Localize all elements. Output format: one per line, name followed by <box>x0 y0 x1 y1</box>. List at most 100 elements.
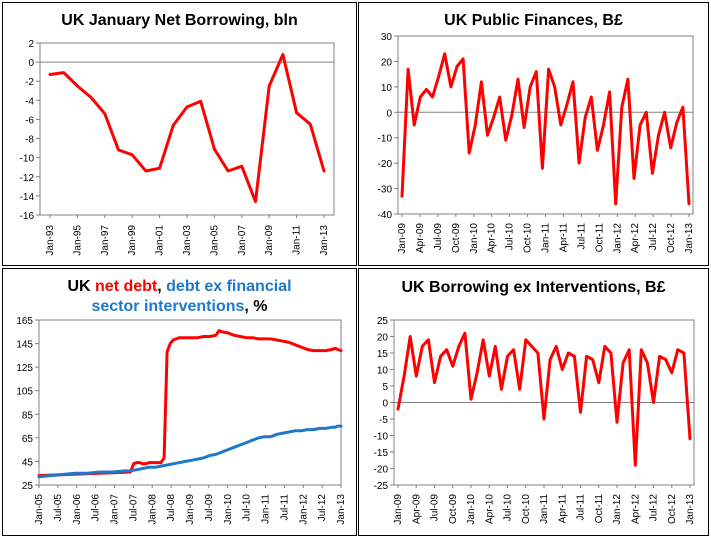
y-tick-label: -14 <box>20 192 35 203</box>
y-tick-label: -12 <box>20 173 35 184</box>
x-tick-label: Oct-09 <box>448 494 459 524</box>
x-tick-label: Oct-10 <box>521 494 532 524</box>
x-tick-label: Jul-11 <box>576 223 587 250</box>
x-tick-label: Jul-10 <box>505 223 516 251</box>
x-tick-label: Apr-12 <box>630 494 641 524</box>
x-tick-label: Jan-11 <box>541 223 552 253</box>
x-tick-label: Jan-97 <box>100 225 111 256</box>
x-tick-label: Jul-06 <box>91 494 102 522</box>
y-tick-label: 10 <box>381 83 393 94</box>
title-suffix: , % <box>244 298 268 315</box>
x-tick-label: Jul-12 <box>317 494 328 522</box>
x-tick-label: Apr-10 <box>484 494 495 524</box>
chart-title: UK Public Finances, B£ <box>444 12 623 29</box>
chart-panel-net-debt: UK net debt, debt ex financial sector int… <box>2 268 357 536</box>
x-tick-label: Jul-09 <box>433 223 444 251</box>
y-tick-label: -4 <box>25 96 34 107</box>
x-tick-label: Jul-11 <box>279 494 290 521</box>
y-tick-label: -40 <box>378 210 393 221</box>
plot-area <box>39 42 335 216</box>
title-separator: , <box>157 278 167 295</box>
y-tick-label: 2 <box>28 39 34 50</box>
x-tick-label: Jul-11 <box>576 494 587 521</box>
title-debt-ex-line2: sector interventions <box>91 298 245 315</box>
x-tick-label: Jan-07 <box>110 494 121 525</box>
x-tick-label: Jan-06 <box>72 494 83 525</box>
x-tick-label: Jan-12 <box>298 494 309 525</box>
x-tick-label: Jan-12 <box>612 223 623 254</box>
x-tick-label: Apr-11 <box>557 494 568 524</box>
x-tick-label: Jan-11 <box>261 494 272 524</box>
chart-title: UK Borrowing ex Interventions, B£ <box>401 279 666 296</box>
x-tick-label: Oct-11 <box>594 223 605 253</box>
x-tick-label: Jan-09 <box>264 225 275 256</box>
y-tick-label: 0 <box>382 399 388 410</box>
y-tick-label: -25 <box>374 481 389 492</box>
x-tick-label: Oct-12 <box>666 223 677 253</box>
chart-title: UK January Net Borrowing, bln <box>61 12 298 29</box>
x-tick-label: Jan-08 <box>147 494 158 525</box>
y-tick-label: 165 <box>16 316 33 327</box>
y-tick-label: 65 <box>22 434 34 445</box>
x-tick-label: Jan-10 <box>223 494 234 525</box>
y-tick-label: 0 <box>28 58 34 69</box>
y-tick-label: 125 <box>16 363 33 374</box>
series-line-borrowing-ex-interventions <box>396 331 692 467</box>
y-tick-label: 30 <box>381 32 393 43</box>
y-tick-label: -10 <box>374 432 389 443</box>
x-tick-label: Apr-09 <box>415 223 426 253</box>
x-tick-label: Jul-09 <box>430 494 441 522</box>
y-tick-label: -20 <box>378 159 393 170</box>
y-tick-label: 85 <box>22 410 34 421</box>
y-tick-label: -8 <box>25 135 34 146</box>
y-tick-label: -20 <box>374 465 389 476</box>
x-tick-label: Jan-99 <box>127 225 138 256</box>
series-line-public-sector-net-borrowing <box>400 52 691 206</box>
y-tick-label: -2 <box>25 77 34 88</box>
series-line-net-borrowing <box>48 53 326 204</box>
chart-title: UK net debt, debt ex financial sector int… <box>3 277 356 317</box>
y-tick-label: -10 <box>20 154 35 165</box>
y-tick-label: 25 <box>377 316 389 327</box>
x-tick-label: Jan-11 <box>539 494 550 524</box>
x-tick-label: Jan-09 <box>185 494 196 525</box>
y-tick-label: 15 <box>377 349 389 360</box>
title-debt-ex-line1: debt ex financial <box>166 278 292 295</box>
y-tick-label: 5 <box>382 382 388 393</box>
y-tick-label: -30 <box>378 185 393 196</box>
x-tick-label: Apr-09 <box>411 494 422 524</box>
x-tick-label: Jan-13 <box>336 494 347 525</box>
x-tick-label: Jan-13 <box>684 223 695 254</box>
x-tick-label: Jan-12 <box>612 494 623 525</box>
x-tick-label: Jul-12 <box>648 223 659 251</box>
x-tick-label: Apr-11 <box>558 223 569 253</box>
y-tick-label: -5 <box>379 415 388 426</box>
x-tick-label: Jan-01 <box>155 225 166 256</box>
x-tick-label: Jan-10 <box>466 494 477 525</box>
chart-panel-borrowing-ex: UK Borrowing ex Interventions, B£ 25 20 15… <box>358 268 709 536</box>
x-tick-label: Jul-05 <box>53 494 64 522</box>
y-tick-label: -16 <box>20 211 35 222</box>
x-tick-label: Jan-03 <box>182 225 193 256</box>
y-tick-label: -6 <box>25 115 34 126</box>
x-tick-label: Jan-11 <box>292 225 303 255</box>
y-tick-label: 145 <box>16 340 33 351</box>
x-tick-label: Oct-09 <box>451 223 462 253</box>
x-tick-label: Apr-10 <box>487 223 498 253</box>
chart-plot-borrowing-ex: 25 20 15 10 5 0 -5 -10 -15 -20 -25 Jan-09 Apr-09 Jul-… <box>374 316 696 525</box>
series-line-net-debt <box>37 329 343 478</box>
y-tick-label: 20 <box>381 57 393 68</box>
x-tick-label: Jan-05 <box>209 225 220 256</box>
chart-panel-jan-borrowing: UK January Net Borrowing, bln 2 0 -2 -4 -6 -8… <box>2 2 357 266</box>
chart-plot-public-finances: 30 20 10 0 -10 -20 -30 -40 Jan-09 Apr-09 Jul-09 Oct… <box>378 32 695 254</box>
x-tick-label: Jan-13 <box>685 494 696 525</box>
y-tick-label: 20 <box>377 333 389 344</box>
y-tick-label: 25 <box>22 481 34 492</box>
x-tick-label: Apr-12 <box>630 223 641 253</box>
x-tick-label: Jul-08 <box>166 494 177 522</box>
x-tick-label: Oct-10 <box>523 223 534 253</box>
x-tick-label: Jan-10 <box>469 223 480 254</box>
x-tick-label: Jul-07 <box>128 494 139 522</box>
